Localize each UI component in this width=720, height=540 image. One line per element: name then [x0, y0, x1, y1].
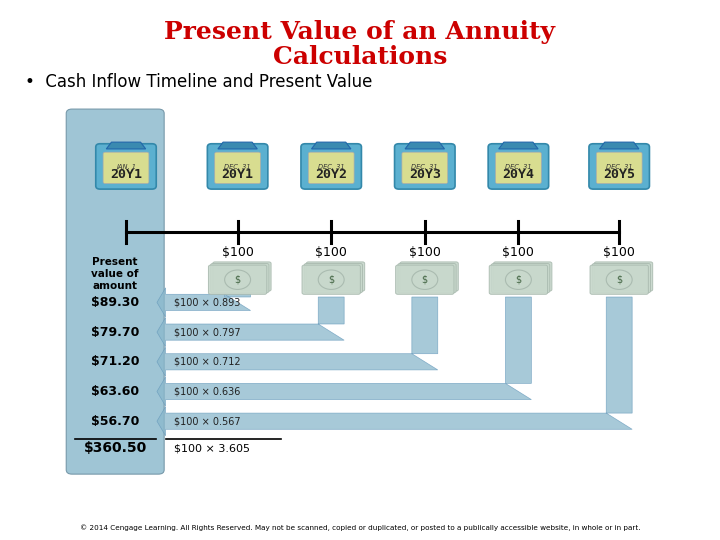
Polygon shape	[157, 288, 251, 317]
FancyBboxPatch shape	[402, 152, 448, 184]
Text: $: $	[422, 275, 428, 285]
FancyBboxPatch shape	[213, 262, 271, 291]
Text: $89.30: $89.30	[91, 296, 139, 309]
Text: $100 × 0.893: $100 × 0.893	[174, 298, 240, 307]
Text: $100: $100	[603, 246, 635, 259]
Text: $: $	[616, 275, 622, 285]
FancyBboxPatch shape	[66, 109, 164, 474]
FancyBboxPatch shape	[96, 144, 156, 189]
Text: DEC. 31: DEC. 31	[412, 164, 438, 170]
Text: $100: $100	[315, 246, 347, 259]
Text: Present Value of an Annuity: Present Value of an Annuity	[164, 21, 556, 44]
Text: 20Y4: 20Y4	[503, 168, 534, 181]
Text: Calculations: Calculations	[273, 45, 447, 69]
Text: $100: $100	[503, 246, 534, 259]
FancyBboxPatch shape	[595, 262, 652, 291]
FancyBboxPatch shape	[490, 265, 547, 294]
FancyBboxPatch shape	[215, 152, 261, 184]
FancyBboxPatch shape	[488, 144, 549, 189]
FancyBboxPatch shape	[307, 262, 365, 291]
Text: DEC. 31: DEC. 31	[606, 164, 632, 170]
FancyBboxPatch shape	[301, 144, 361, 189]
FancyBboxPatch shape	[308, 152, 354, 184]
FancyBboxPatch shape	[305, 264, 363, 293]
Text: 20Y5: 20Y5	[603, 168, 635, 181]
Text: $100 × 3.605: $100 × 3.605	[174, 443, 251, 453]
Text: 20Y3: 20Y3	[409, 168, 441, 181]
Text: © 2014 Cengage Learning. All Rights Reserved. May not be scanned, copied or dupl: © 2014 Cengage Learning. All Rights Rese…	[80, 525, 640, 531]
Text: $100 × 0.567: $100 × 0.567	[174, 416, 241, 426]
Text: 20Y2: 20Y2	[315, 168, 347, 181]
FancyBboxPatch shape	[209, 265, 267, 294]
Text: $: $	[516, 275, 521, 285]
Text: DEC. 31: DEC. 31	[225, 164, 251, 170]
Polygon shape	[499, 142, 538, 149]
Polygon shape	[107, 142, 145, 149]
Polygon shape	[218, 142, 257, 149]
FancyBboxPatch shape	[302, 265, 361, 294]
FancyBboxPatch shape	[396, 265, 454, 294]
FancyBboxPatch shape	[593, 264, 651, 293]
FancyBboxPatch shape	[397, 264, 456, 293]
Text: DEC. 31: DEC. 31	[318, 164, 344, 170]
FancyBboxPatch shape	[491, 264, 550, 293]
Polygon shape	[405, 142, 444, 149]
FancyBboxPatch shape	[103, 152, 149, 184]
Polygon shape	[157, 297, 438, 376]
Text: $100: $100	[222, 246, 253, 259]
Text: $: $	[328, 275, 334, 285]
Text: $63.60: $63.60	[91, 385, 139, 398]
Polygon shape	[157, 297, 344, 347]
Text: $100 × 0.797: $100 × 0.797	[174, 327, 241, 337]
FancyBboxPatch shape	[495, 152, 541, 184]
Text: $71.20: $71.20	[91, 355, 140, 368]
Polygon shape	[600, 142, 639, 149]
Text: JAN. 1: JAN. 1	[116, 164, 136, 170]
FancyBboxPatch shape	[400, 262, 458, 291]
Text: $: $	[235, 275, 240, 285]
Text: $360.50: $360.50	[84, 441, 147, 455]
FancyBboxPatch shape	[395, 144, 455, 189]
FancyBboxPatch shape	[590, 265, 649, 294]
FancyBboxPatch shape	[494, 262, 552, 291]
Text: 20Y1: 20Y1	[110, 168, 142, 181]
Text: $100 × 0.636: $100 × 0.636	[174, 387, 240, 396]
Text: •  Cash Inflow Timeline and Present Value: • Cash Inflow Timeline and Present Value	[25, 73, 372, 91]
Text: $56.70: $56.70	[91, 415, 140, 428]
Text: $79.70: $79.70	[91, 326, 140, 339]
Text: $100 × 0.712: $100 × 0.712	[174, 357, 241, 367]
FancyBboxPatch shape	[207, 144, 268, 189]
FancyBboxPatch shape	[596, 152, 642, 184]
Text: DEC. 31: DEC. 31	[505, 164, 531, 170]
FancyBboxPatch shape	[589, 144, 649, 189]
Text: $100: $100	[409, 246, 441, 259]
FancyBboxPatch shape	[211, 264, 269, 293]
Text: Present
value of
amount: Present value of amount	[91, 256, 139, 291]
Polygon shape	[312, 142, 351, 149]
Text: 20Y1: 20Y1	[222, 168, 253, 181]
Polygon shape	[157, 297, 632, 436]
Polygon shape	[157, 297, 531, 406]
